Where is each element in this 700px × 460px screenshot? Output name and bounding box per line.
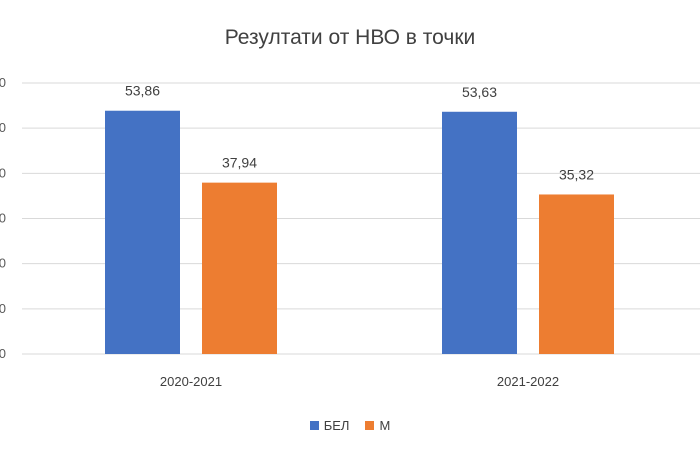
legend-swatch-m <box>365 421 375 430</box>
bar-bel-2021-2022 <box>442 111 517 354</box>
data-label: 37,94 <box>222 155 257 171</box>
data-label: 53,86 <box>125 83 160 99</box>
bars <box>105 110 614 354</box>
category-labels: 2020-2021 2021-2022 <box>160 374 559 389</box>
legend: БЕЛ М <box>0 418 700 433</box>
data-label: 53,63 <box>462 84 497 100</box>
y-tick-label: 0 <box>0 346 6 361</box>
data-label: 35,32 <box>559 166 594 182</box>
y-tick-label: 20 <box>0 256 6 271</box>
category-label: 2021-2022 <box>497 374 559 389</box>
legend-item-bel: БЕЛ <box>309 418 350 433</box>
bar-m-2020-2021 <box>202 182 277 354</box>
legend-label-m: М <box>379 418 391 433</box>
y-axis-ticks: 0 10 20 30 40 50 60 <box>0 75 6 361</box>
y-tick-label: 50 <box>0 120 6 135</box>
chart-title: Резултати от НВО в точки <box>224 26 476 49</box>
category-label: 2020-2021 <box>160 374 222 389</box>
data-labels: 53,86 37,94 53,63 35,32 <box>125 83 594 183</box>
legend-item-m: М <box>365 418 390 433</box>
legend-label-bel: БЕЛ <box>323 418 350 433</box>
bar-m-2021-2022 <box>539 194 614 354</box>
legend-swatch-bel <box>309 421 319 430</box>
y-tick-label: 30 <box>0 211 6 226</box>
y-tick-label: 40 <box>0 165 6 180</box>
y-tick-label: 10 <box>0 301 6 316</box>
y-tick-label: 60 <box>0 75 6 90</box>
bar-bel-2020-2021 <box>105 110 180 354</box>
